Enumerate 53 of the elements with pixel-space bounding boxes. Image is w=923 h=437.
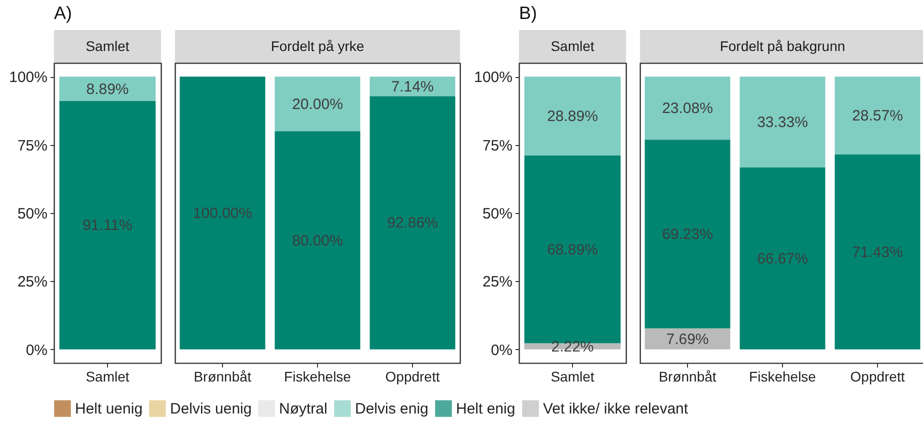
legend-label: Nøytral xyxy=(279,400,328,418)
data-label: 66.67% xyxy=(757,250,808,268)
bar xyxy=(834,76,920,155)
y-tick-label: 0% xyxy=(26,342,48,359)
data-label: 68.89% xyxy=(547,241,598,258)
x-tick-label: Fiskehelse xyxy=(284,368,352,384)
y-tick-label: 75% xyxy=(482,137,512,154)
legend-label: Helt enig xyxy=(456,400,516,418)
y-tick-label: 100% xyxy=(9,69,48,86)
chart-title: Samlet xyxy=(86,38,130,54)
data-label: 20.00% xyxy=(292,96,343,113)
x-tick-label: Samlet xyxy=(86,368,130,384)
x-tick-label: Brønnbåt xyxy=(658,368,716,384)
x-tick-label: Fiskehelse xyxy=(749,368,816,384)
data-label: 100.00% xyxy=(192,205,252,222)
data-label: 7.69% xyxy=(666,330,709,348)
y-tick-label: 100% xyxy=(474,69,512,86)
y-tick-label: 75% xyxy=(17,137,48,154)
text: B) xyxy=(519,3,537,23)
y-tick-label: 50% xyxy=(482,206,512,222)
data-label: 92.86% xyxy=(387,214,438,232)
data-label: 28.57% xyxy=(852,108,903,125)
bar xyxy=(644,76,730,140)
data-label: 28.89% xyxy=(547,108,598,126)
data-label: 23.08% xyxy=(662,100,713,118)
x-tick-label: Oppdrett xyxy=(850,368,905,384)
y-tick-label: 0% xyxy=(490,342,512,359)
data-label: 91.11% xyxy=(82,217,132,234)
text: A) xyxy=(54,3,72,23)
legend-label: Helt uenig xyxy=(75,400,143,418)
x-tick-label: Oppdrett xyxy=(385,368,440,384)
y-tick-label: 50% xyxy=(17,206,48,222)
data-label: 80.00% xyxy=(292,232,343,250)
y-tick-label: 25% xyxy=(17,274,48,291)
x-tick-label: Brønnbåt xyxy=(194,368,252,384)
data-label: 33.33% xyxy=(757,114,808,132)
legend-label: Delvis enig xyxy=(355,400,428,418)
data-label: 69.23% xyxy=(662,226,713,243)
x-tick-label: Samlet xyxy=(550,368,594,384)
chart-title: Samlet xyxy=(550,38,594,54)
bar xyxy=(740,168,826,350)
chart-title: Fordelt på bakgrunn xyxy=(720,38,846,54)
bar xyxy=(740,76,826,168)
bar xyxy=(524,76,621,156)
data-label: 7.14% xyxy=(391,78,434,96)
legend-label: Vet ikke/ ikke relevant xyxy=(543,400,689,418)
data-label: 71.43% xyxy=(852,244,903,261)
legend-label: Delvis uenig xyxy=(170,400,252,418)
y-tick-label: 25% xyxy=(482,274,512,291)
chart-title: Fordelt på yrke xyxy=(270,38,364,54)
bar xyxy=(834,154,920,350)
bar xyxy=(644,140,730,328)
data-label: 8.89% xyxy=(86,80,129,98)
